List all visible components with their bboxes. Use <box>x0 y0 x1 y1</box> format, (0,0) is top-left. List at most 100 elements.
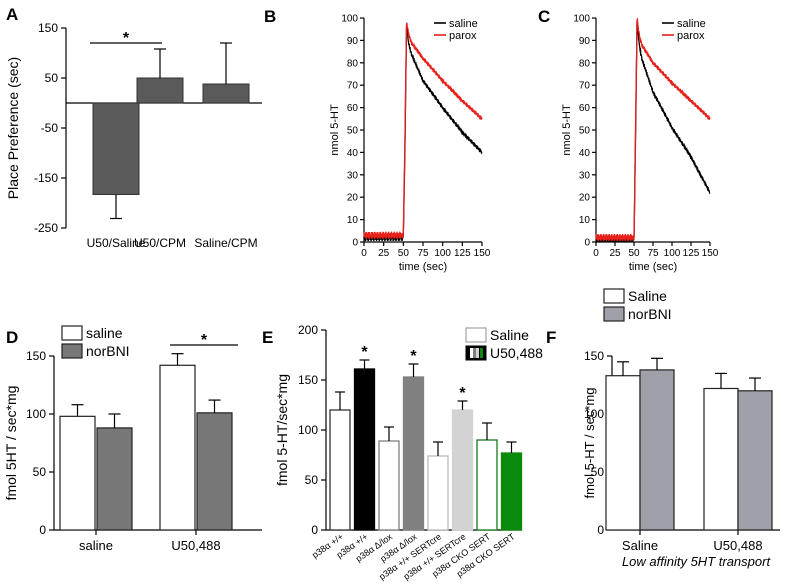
x-tick-label: 50 <box>398 248 410 259</box>
error-bar <box>110 194 122 220</box>
legend-entry-saline: saline <box>662 18 706 30</box>
bar <box>476 439 498 531</box>
bar <box>59 415 96 531</box>
y-axis-label: fmol 5-HT/sec*mg <box>274 374 290 486</box>
error-bar <box>71 404 84 417</box>
y-tick-label: 80 <box>347 58 359 69</box>
bar <box>196 412 233 531</box>
panel-label-f: F <box>546 328 556 347</box>
x-axis-label: Low affinity 5HT transport <box>622 554 772 569</box>
error-bar <box>749 377 761 391</box>
panel-labels: A B C D E F <box>6 5 556 347</box>
y-axis-label: fmol 5HT / sec*mg <box>3 386 19 501</box>
bar <box>353 368 376 531</box>
error-bar <box>482 422 492 440</box>
bar <box>451 409 474 531</box>
bar <box>159 364 196 531</box>
y-tick-label: 30 <box>579 170 591 181</box>
x-tick-label: 125 <box>683 248 700 259</box>
legend-label: Saline <box>628 288 667 304</box>
error-bar <box>651 357 663 370</box>
bar <box>329 409 351 531</box>
legend-entry-norBNI: norBNI <box>61 343 130 359</box>
y-tick-label: 50 <box>591 465 605 479</box>
legend-swatch <box>603 306 625 322</box>
legend-entry-parox: parox <box>662 30 705 42</box>
legend-entry-Saline: Saline <box>603 288 667 304</box>
legend-entry-saline: saline <box>434 18 478 30</box>
error-bar <box>408 363 419 377</box>
panel-d-significance: * <box>170 332 238 349</box>
y-tick-label: 90 <box>579 36 591 47</box>
legend-label: norBNI <box>86 343 130 359</box>
panel-label-b: B <box>264 7 276 26</box>
error-bar <box>384 426 394 441</box>
x-tick-label: 125 <box>454 248 471 259</box>
significance-star: * <box>410 348 417 365</box>
error-bar <box>220 42 232 84</box>
error-bar <box>433 441 443 456</box>
error-bar <box>108 413 121 428</box>
y-tick-label: 0 <box>352 238 358 249</box>
y-axis-label: fmol 5-HT / sec*mg <box>582 387 597 498</box>
y-tick-label: 100 <box>584 407 604 421</box>
error-bar <box>617 361 629 376</box>
x-tick-label: U50,488 <box>713 538 762 553</box>
y-tick-label: -250 <box>34 221 58 235</box>
y-tick-label: 0 <box>311 523 318 537</box>
legend-swatch-stripe <box>480 348 483 358</box>
x-axis-label: time (sec) <box>399 261 447 273</box>
y-tick-label: 100 <box>573 14 590 25</box>
legend-swatch-stripe <box>473 348 476 358</box>
x-tick-label: 25 <box>378 248 390 259</box>
significance-star: * <box>361 344 368 361</box>
y-tick-label: 0 <box>39 523 46 537</box>
y-tick-label: 200 <box>298 323 318 337</box>
y-tick-label: 20 <box>347 193 359 204</box>
legend-label: saline <box>86 325 123 341</box>
legend-swatch <box>61 343 83 359</box>
legend-label: saline <box>677 18 706 30</box>
panel-f-chart: 0 50 100 150 fmol 5-HT / sec*mg Saline U50,488… <box>582 288 780 569</box>
bar <box>378 440 400 531</box>
x-axis-label: time (sec) <box>629 261 677 273</box>
legend-label: parox <box>677 30 705 42</box>
legend-entry-parox: parox <box>434 30 477 42</box>
y-tick-label: 80 <box>579 58 591 69</box>
panel-label-a: A <box>6 5 18 24</box>
y-tick-label: 0 <box>597 523 604 537</box>
bar <box>703 387 739 531</box>
legend-label: saline <box>449 18 478 30</box>
legend-label: U50,488 <box>490 345 543 361</box>
y-tick-label: 70 <box>347 81 359 92</box>
panel-a-chart: 150 50 -50 -150 -250 Place Preference (sec) U5… <box>5 21 262 250</box>
y-tick-label: 10 <box>347 215 359 226</box>
error-bar <box>359 359 370 369</box>
legend-entry-norBNI: norBNI <box>603 306 672 322</box>
y-tick-label: 100 <box>341 14 358 25</box>
x-tick-label: 100 <box>664 248 681 259</box>
x-tick-label: 25 <box>609 248 621 259</box>
x-tick-label: 150 <box>474 248 491 259</box>
error-bar <box>715 372 727 389</box>
error-bar <box>154 48 166 78</box>
y-tick-label: 60 <box>347 103 359 114</box>
y-tick-label: 100 <box>26 407 46 421</box>
series-line-parox <box>363 22 483 239</box>
panel-label-e: E <box>262 328 273 347</box>
legend-label: Saline <box>490 327 529 343</box>
x-tick-label: saline <box>79 538 113 553</box>
legend-swatch <box>61 325 83 341</box>
y-tick-label: -50 <box>41 121 59 135</box>
x-tick-label: Saline/CPM <box>194 236 257 250</box>
bar <box>427 455 449 531</box>
y-tick-label: 90 <box>347 36 359 47</box>
x-tick-label: U50/CPM <box>134 236 186 250</box>
significance-star: * <box>123 30 130 47</box>
y-axis-label: nmol 5-HT <box>329 104 341 156</box>
y-tick-label: 60 <box>579 103 591 114</box>
bar <box>402 376 425 531</box>
y-tick-label: 40 <box>579 148 591 159</box>
